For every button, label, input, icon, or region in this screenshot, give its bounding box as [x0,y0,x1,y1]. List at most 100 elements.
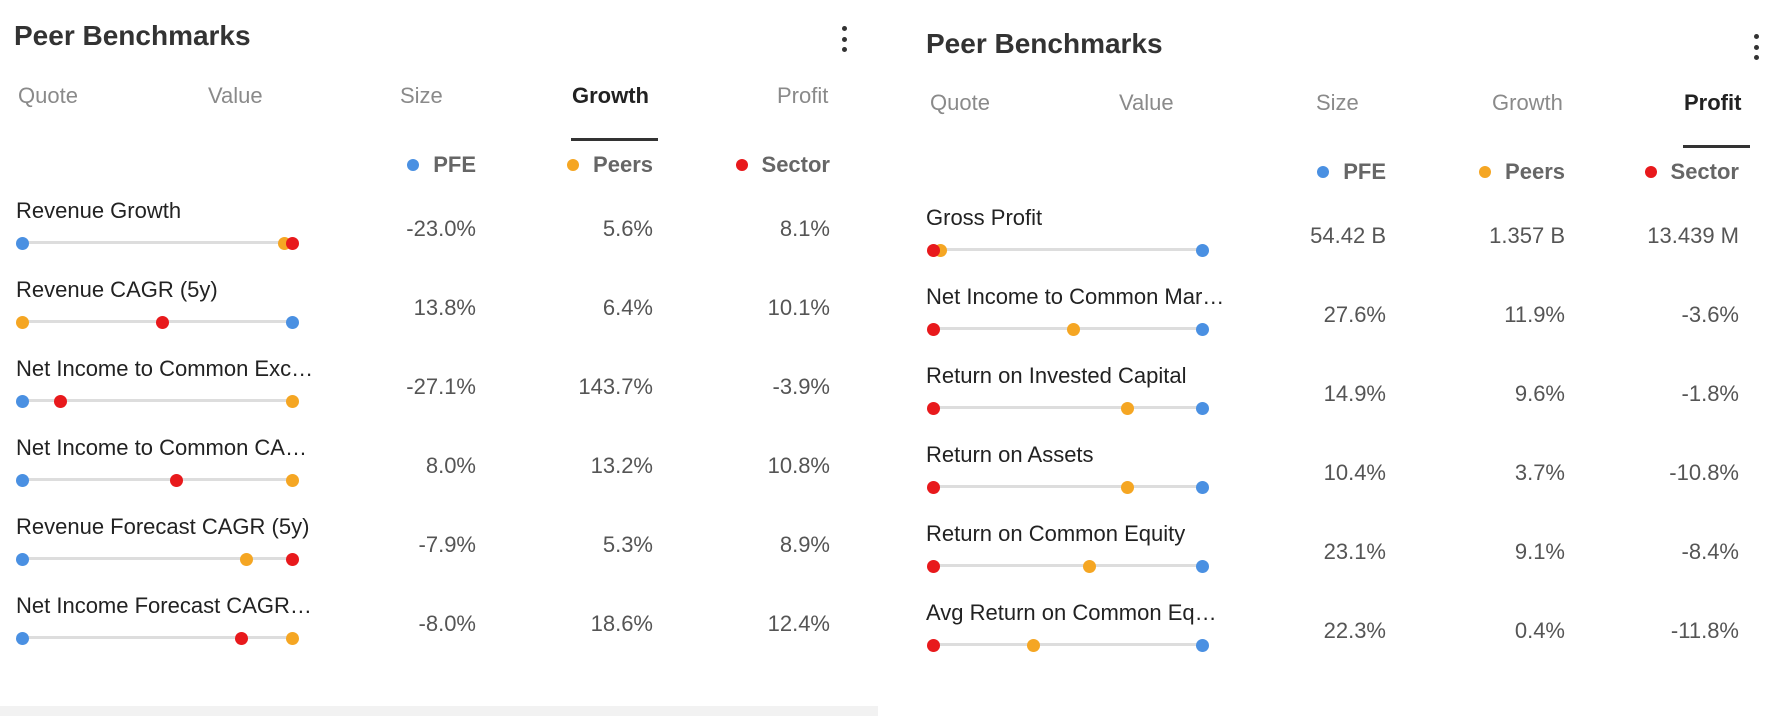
tab-quote[interactable]: Quote [18,83,78,108]
tab-growth[interactable]: Growth [1492,90,1563,115]
metric-label: Net Income to Common Exc… [16,356,314,381]
comparison-track [22,557,292,560]
comparison-track [933,564,1202,567]
peers-value: 6.4% [602,295,653,320]
legend-dot-peers [567,159,580,171]
comparison-track [22,478,292,481]
sector-value: 10.8% [767,453,830,478]
pfe-value: -8.0% [418,611,476,636]
peers-value: 18.6% [590,611,653,636]
pfe-marker [16,237,29,250]
legend-pfe: PFE [407,152,476,178]
metric-label: Return on Common Equity [926,521,1186,546]
sector-marker [234,632,248,645]
panel-title: Peer Benchmarks [926,28,1163,59]
sector-value: 12.4% [767,611,830,636]
sector-marker [156,316,170,329]
tab-quote[interactable]: Quote [930,90,990,115]
benchmark-row: Gross Profit 54.42 B 1.357 B 13.439 M [900,205,1785,279]
tab-size[interactable]: Size [400,83,443,108]
legend-dot-pfe [407,159,420,171]
comparison-track [22,399,292,402]
panel-title: Peer Benchmarks [14,20,251,51]
legend-label: PFE [1343,159,1386,184]
metric-label: Revenue Forecast CAGR (5y) [16,514,310,539]
benchmark-row: Return on Invested Capital 14.9% 9.6% -1.8% [900,363,1785,437]
metric-label: Net Income to Common CA… [16,435,307,460]
sector-value: 13.439 M [1647,223,1739,248]
comparison-track [933,248,1202,251]
active-tab-indicator [571,138,658,141]
pfe-value: -27.1% [406,374,476,399]
peers-value: 5.3% [602,532,653,557]
peers-marker [1026,639,1040,652]
active-tab-indicator [1683,145,1750,148]
peers-value: 143.7% [578,374,653,399]
sector-marker [286,553,299,566]
metric-label: Avg Return on Common Eq… [926,600,1217,625]
peers-marker [240,553,254,566]
tab-size[interactable]: Size [1316,90,1359,115]
benchmark-row: Net Income to Common CA… 8.0% 13.2% 10.8% [0,435,878,509]
sector-marker [927,639,940,652]
metric-label: Return on Assets [926,442,1094,467]
peers-value: 5.6% [602,216,653,241]
peers-value: 11.9% [1504,302,1565,327]
peers-value: 3.7% [1514,460,1565,485]
pfe-value: 23.1% [1323,539,1386,564]
sector-value: -10.8% [1669,460,1739,485]
pfe-marker [16,553,29,566]
sector-value: 8.9% [779,532,830,557]
sector-value: -11.8% [1670,618,1739,643]
pfe-value: -7.9% [418,532,476,557]
more-options-icon[interactable] [840,26,848,52]
pfe-value: 8.0% [425,453,476,478]
comparison-track [22,241,292,244]
pfe-marker [1196,639,1209,652]
peers-marker [1120,402,1134,415]
peers-marker [1120,481,1134,494]
sector-value: -1.8% [1681,381,1739,406]
pfe-value: 13.8% [413,295,476,320]
tab-growth[interactable]: Growth [572,83,649,108]
tab-value[interactable]: Value [208,83,263,108]
tab-profit[interactable]: Profit [777,83,829,108]
peers-marker [286,632,299,645]
legend-sector: Sector [735,152,830,178]
sector-value: -3.6% [1681,302,1739,327]
legend-label: PFE [433,152,476,177]
tab-profit[interactable]: Profit [1684,90,1742,115]
pfe-value: 54.42 B [1310,223,1386,248]
pfe-marker [1196,323,1209,336]
pfe-marker [1196,244,1209,257]
benchmark-row: Revenue Growth -23.0% 5.6% 8.1% [0,198,878,272]
benchmark-row: Return on Assets 10.4% 3.7% -10.8% [900,442,1785,516]
pfe-value: 10.4% [1323,460,1386,485]
peers-marker [286,395,299,408]
metric-label: Revenue CAGR (5y) [16,277,218,302]
more-options-icon[interactable] [1752,34,1760,60]
pfe-value: 27.6% [1323,302,1386,327]
peers-value: 13.2% [590,453,653,478]
legend-label: Peers [1505,159,1565,184]
legend-sector: Sector [1644,159,1739,185]
legend-dot-peers [1479,166,1492,178]
metric-label: Net Income Forecast CAGR… [16,593,312,618]
tab-value[interactable]: Value [1119,90,1174,115]
legend-peers: Peers [1479,159,1565,185]
legend-label: Sector [761,152,830,177]
panel-divider [0,706,878,716]
sector-marker [286,237,299,250]
peers-marker [1066,323,1080,336]
peer-benchmarks-panel-growth: Peer Benchmarks Quote Value Size Growth Profi… [0,0,878,716]
pfe-marker [1196,402,1209,415]
sector-value: -3.9% [772,374,830,399]
peers-marker [16,316,29,329]
metric-label: Return on Invested Capital [926,363,1187,388]
legend-label: Peers [593,152,653,177]
metric-label: Revenue Growth [16,198,182,223]
legend-peers: Peers [567,152,653,178]
pfe-value: -23.0% [406,216,476,241]
benchmark-row: Net Income Forecast CAGR… -8.0% 18.6% 12.4% [0,593,878,667]
pfe-marker [286,316,299,329]
